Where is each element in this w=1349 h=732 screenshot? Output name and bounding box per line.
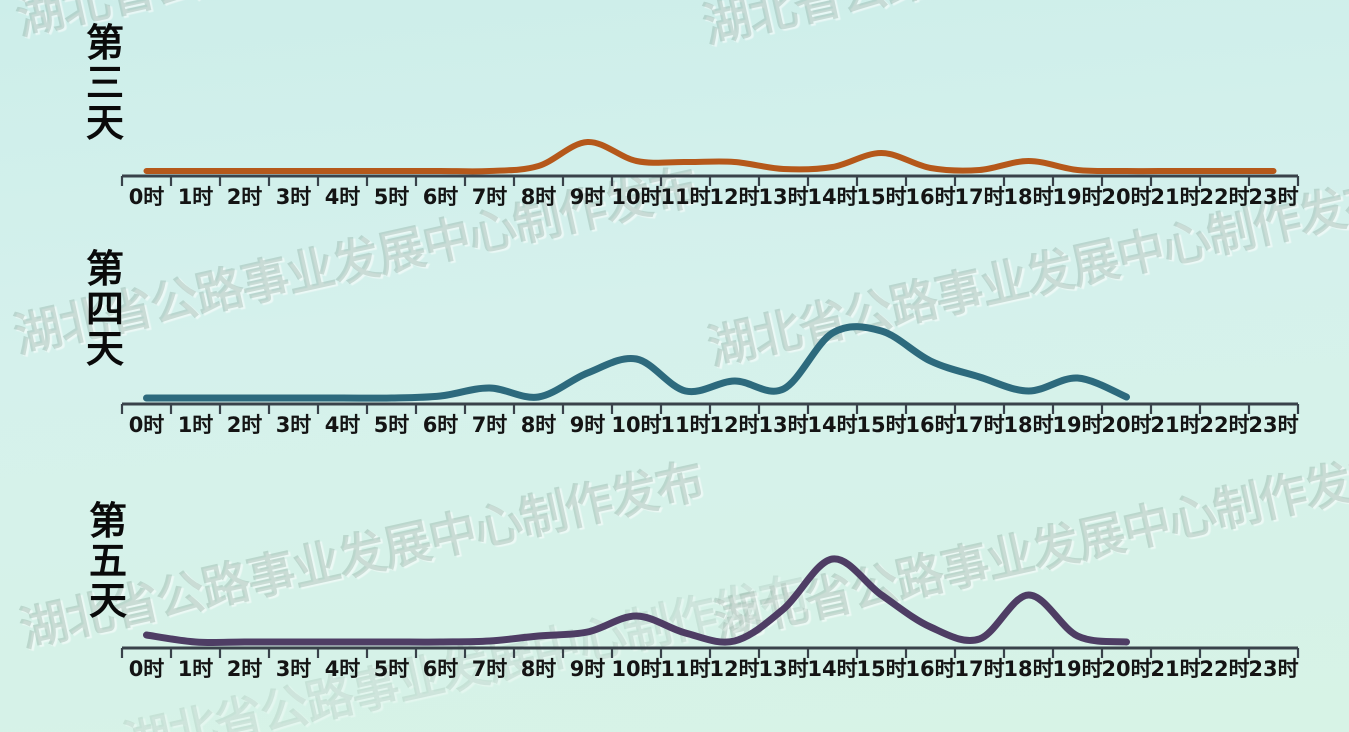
x-tick-label-0: 0时 <box>129 413 165 437</box>
x-tick-label-17: 17时 <box>954 657 1004 681</box>
x-tick-label-8: 8时 <box>521 413 557 437</box>
traffic-curve-第四天 <box>143 323 1130 402</box>
x-tick-label-11: 11时 <box>660 185 710 209</box>
x-tick-label-9: 9时 <box>570 657 606 681</box>
x-tick-label-7: 7时 <box>472 413 508 437</box>
x-axis-ticks <box>120 404 1300 414</box>
x-tick-label-19: 19时 <box>1052 413 1102 437</box>
x-tick-label-2: 2时 <box>227 413 263 437</box>
day5-line-chart: 0时 1时 2时 3时 4时 5时 6时 7时 8时 9时 10时11时12时13时14时15时16… <box>120 555 1300 681</box>
x-tick-label-17: 17时 <box>954 185 1004 209</box>
day4-line-chart: 0时 1时 2时 3时 4时 5时 6时 7时 8时 9时 10时11时12时13时14时15时16… <box>120 323 1300 437</box>
x-tick-label-18: 18时 <box>1003 413 1053 437</box>
traffic-curve-第三天 <box>143 139 1277 175</box>
x-tick-label-23: 23时 <box>1248 657 1298 681</box>
x-tick-label-23: 23时 <box>1248 185 1298 209</box>
day5-row-label: 第五天 <box>88 499 127 623</box>
x-tick-label-17: 17时 <box>954 413 1004 437</box>
x-tick-label-8: 8时 <box>521 657 557 681</box>
x-tick-label-13: 13时 <box>758 657 808 681</box>
x-tick-label-0: 0时 <box>129 657 165 681</box>
x-tick-label-5: 5时 <box>374 413 410 437</box>
day3-line-chart: 0时 1时 2时 3时 4时 5时 6时 7时 8时 9时 10时11时12时13时14时15时16… <box>120 139 1300 209</box>
x-tick-label-20: 20时 <box>1101 657 1151 681</box>
x-tick-label-4: 4时 <box>325 413 361 437</box>
x-tick-label-22: 22时 <box>1199 657 1249 681</box>
x-tick-label-6: 6时 <box>423 185 459 209</box>
x-tick-label-9: 9时 <box>570 185 606 209</box>
x-tick-label-13: 13时 <box>758 185 808 209</box>
x-tick-label-6: 6时 <box>423 413 459 437</box>
x-tick-label-20: 20时 <box>1101 413 1151 437</box>
x-tick-label-1: 1时 <box>178 185 214 209</box>
x-tick-label-16: 16时 <box>905 413 955 437</box>
x-axis-ticks <box>120 648 1300 658</box>
x-tick-label-12: 12时 <box>709 413 759 437</box>
x-tick-label-7: 7时 <box>472 657 508 681</box>
day3-row-label: 第三天 <box>85 21 124 145</box>
x-tick-label-21: 21时 <box>1150 657 1200 681</box>
x-tick-label-16: 16时 <box>905 657 955 681</box>
x-tick-label-10: 10时 <box>611 657 661 681</box>
x-axis-ticks <box>120 176 1300 186</box>
x-tick-label-20: 20时 <box>1101 185 1151 209</box>
x-tick-label-9: 9时 <box>570 413 606 437</box>
x-tick-label-18: 18时 <box>1003 185 1053 209</box>
x-tick-label-2: 2时 <box>227 657 263 681</box>
x-tick-label-13: 13时 <box>758 413 808 437</box>
x-tick-label-1: 1时 <box>178 657 214 681</box>
x-tick-label-15: 15时 <box>856 413 906 437</box>
x-tick-label-6: 6时 <box>423 657 459 681</box>
traffic-curve-第五天 <box>143 555 1130 647</box>
x-tick-label-11: 11时 <box>660 657 710 681</box>
x-tick-label-3: 3时 <box>276 413 312 437</box>
x-tick-label-12: 12时 <box>709 185 759 209</box>
x-tick-label-14: 14时 <box>807 657 857 681</box>
x-tick-label-22: 22时 <box>1199 413 1249 437</box>
x-tick-label-0: 0时 <box>129 185 165 209</box>
x-tick-label-15: 15时 <box>856 657 906 681</box>
x-tick-label-19: 19时 <box>1052 657 1102 681</box>
x-tick-label-4: 4时 <box>325 185 361 209</box>
x-tick-label-3: 3时 <box>276 657 312 681</box>
x-tick-label-1: 1时 <box>178 413 214 437</box>
x-tick-label-12: 12时 <box>709 657 759 681</box>
x-tick-label-2: 2时 <box>227 185 263 209</box>
x-tick-label-8: 8时 <box>521 185 557 209</box>
x-tick-label-19: 19时 <box>1052 185 1102 209</box>
x-tick-label-5: 5时 <box>374 185 410 209</box>
x-tick-label-11: 11时 <box>660 413 710 437</box>
x-tick-label-4: 4时 <box>325 657 361 681</box>
day4-row-label: 第四天 <box>85 247 124 371</box>
x-tick-label-7: 7时 <box>472 185 508 209</box>
x-tick-label-21: 21时 <box>1150 413 1200 437</box>
x-tick-label-18: 18时 <box>1003 657 1053 681</box>
x-tick-label-5: 5时 <box>374 657 410 681</box>
x-tick-label-14: 14时 <box>807 413 857 437</box>
x-tick-label-21: 21时 <box>1150 185 1200 209</box>
watermark-text: 湖北省公路事业发展中心制作发布 <box>695 0 1349 56</box>
x-tick-label-3: 3时 <box>276 185 312 209</box>
x-tick-label-14: 14时 <box>807 185 857 209</box>
x-tick-label-10: 10时 <box>611 413 661 437</box>
x-tick-label-10: 10时 <box>611 185 661 209</box>
x-tick-label-22: 22时 <box>1199 185 1249 209</box>
x-tick-label-16: 16时 <box>905 185 955 209</box>
x-tick-label-23: 23时 <box>1248 413 1298 437</box>
x-tick-label-15: 15时 <box>856 185 906 209</box>
